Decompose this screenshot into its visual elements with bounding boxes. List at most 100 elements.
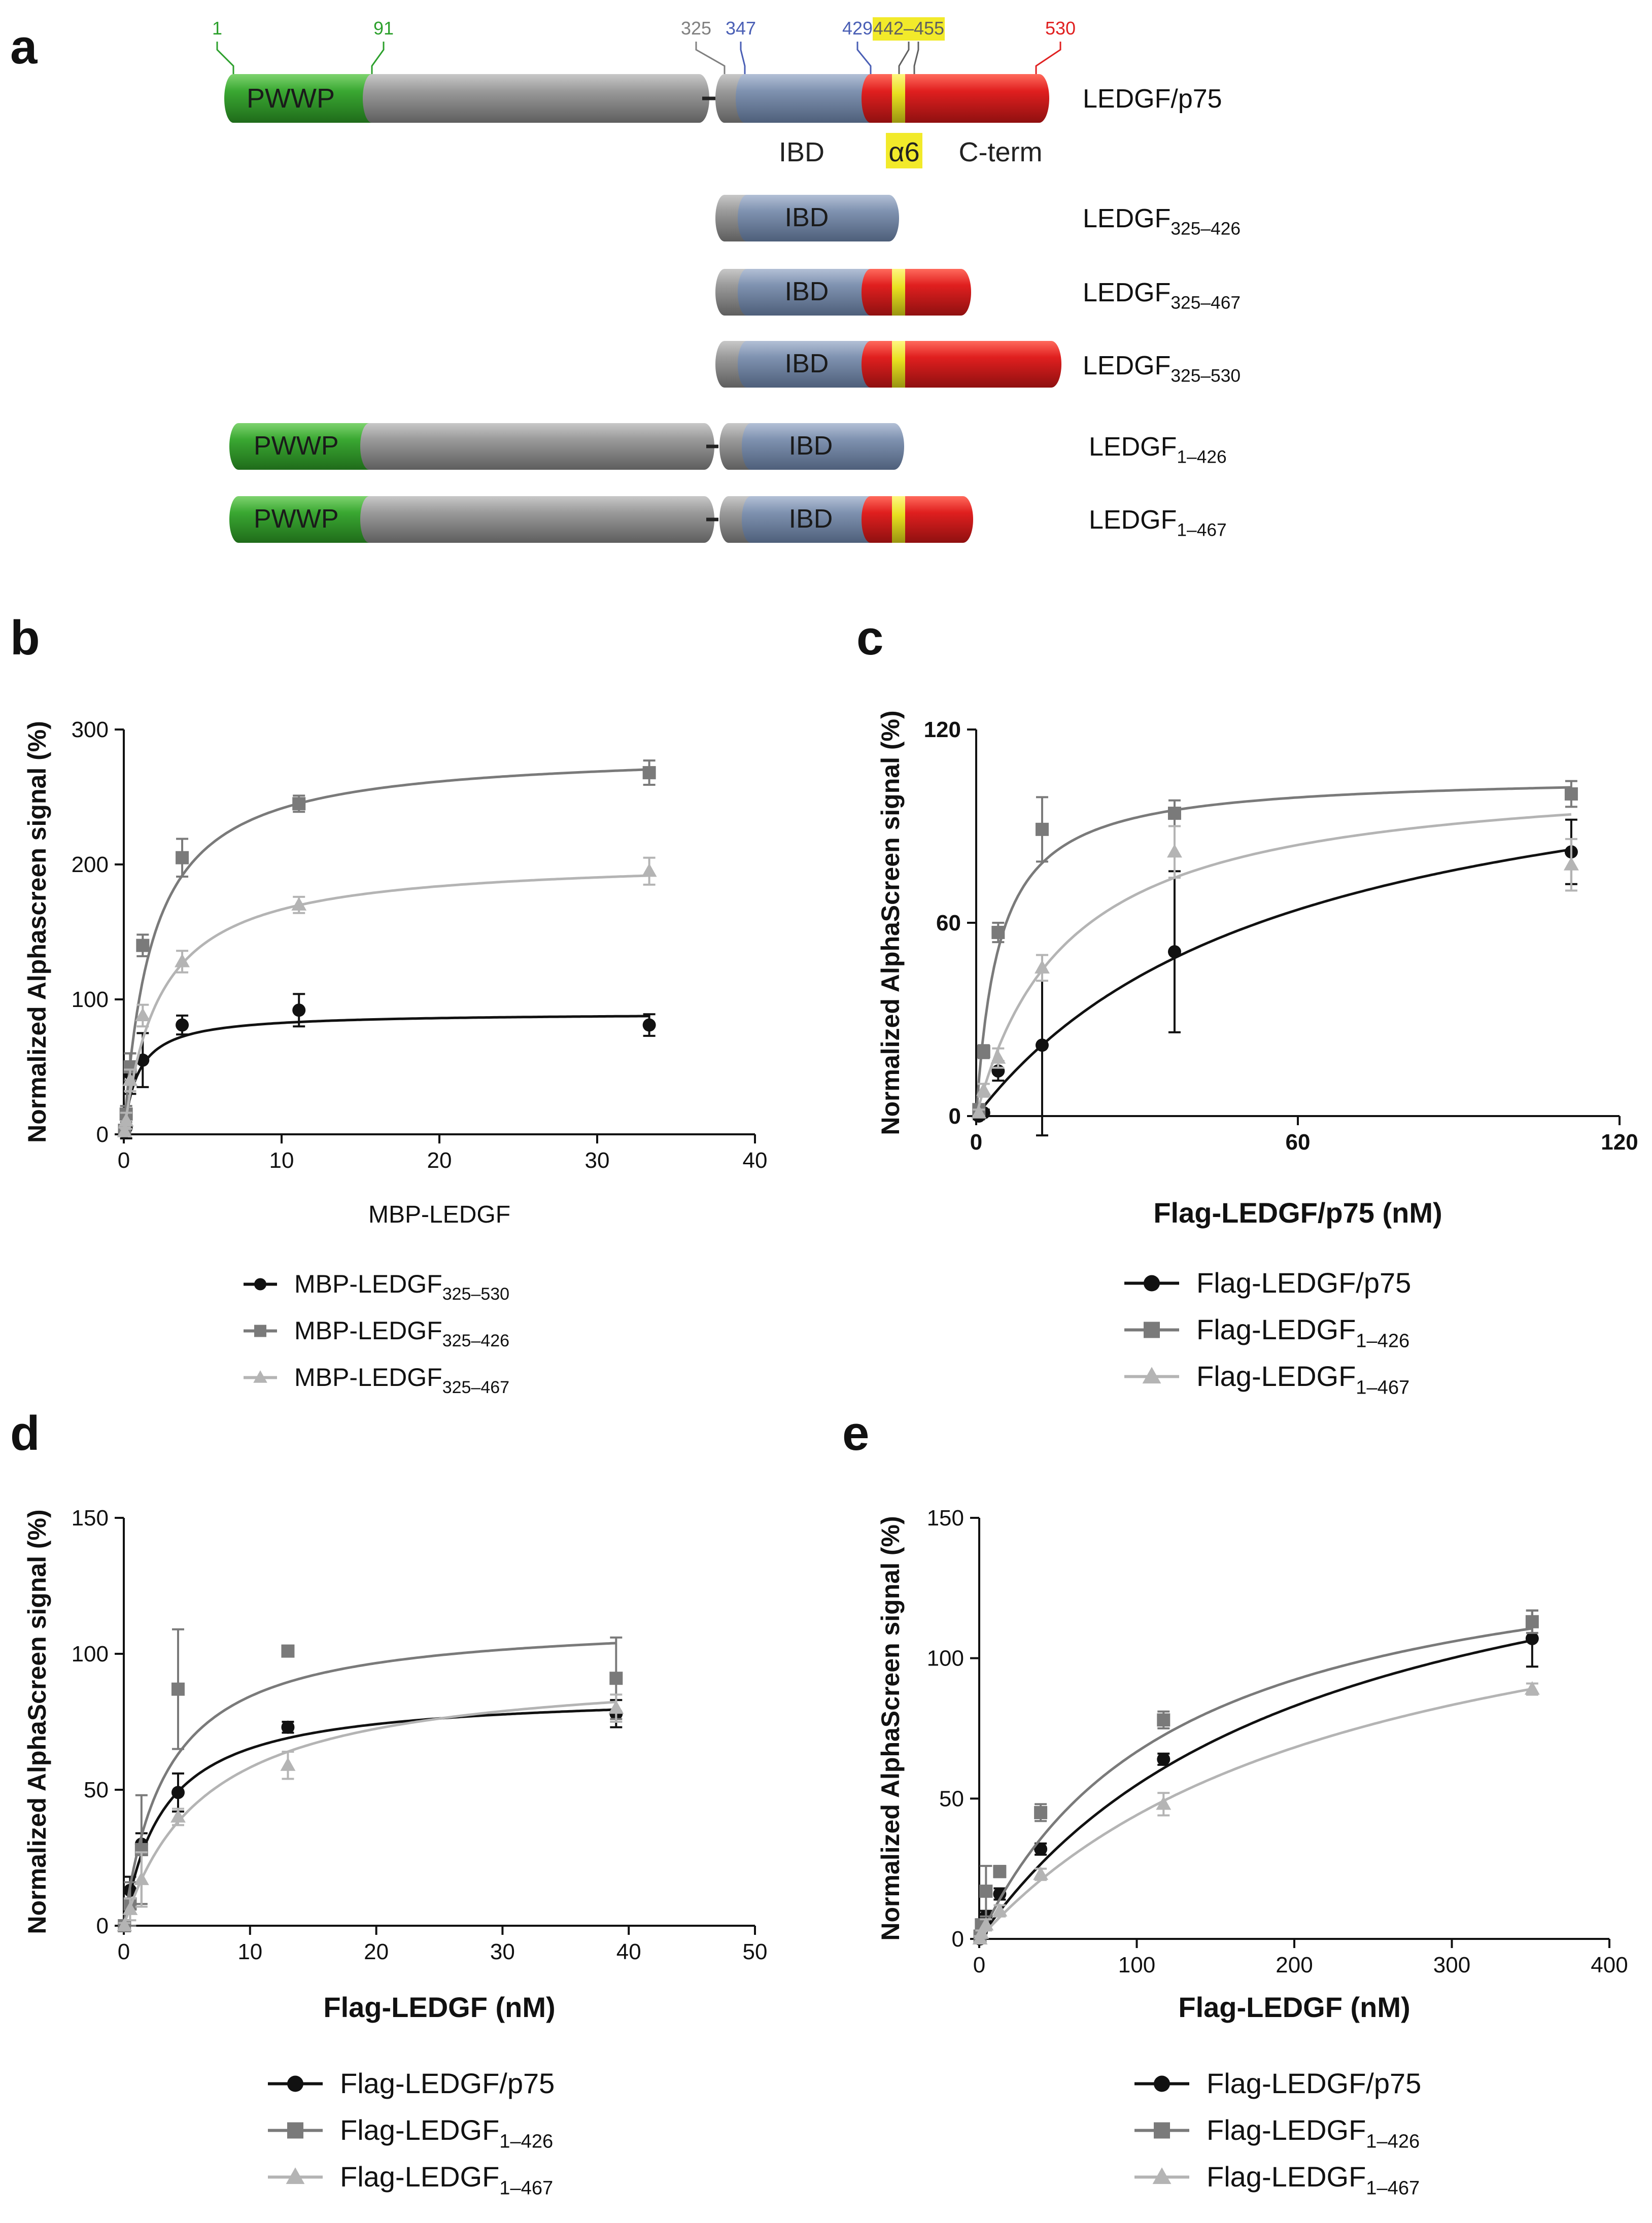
marker-tick [856, 42, 872, 74]
alpha6-segment [892, 74, 905, 123]
panel-c-chart: c 0 60 120 0 60 120 Flag-LEDGF/p75 (nM) Normaliz… [856, 611, 1638, 1399]
data-point [1034, 1806, 1048, 1819]
data-point [977, 1045, 990, 1058]
legend-marker [1144, 1275, 1160, 1292]
y-tick-label: 150 [927, 1506, 964, 1531]
series-0: MBP-LEDGF325–530 [118, 993, 656, 1304]
data-point [1167, 844, 1182, 858]
x-tick-label: 50 [743, 1939, 768, 1964]
legend-marker [287, 2122, 303, 2139]
data-point [642, 766, 656, 780]
data-point [979, 1884, 993, 1898]
x-tick-label: 0 [973, 1953, 985, 1977]
pwwp-segment [229, 496, 369, 543]
data-point [608, 1700, 624, 1714]
panel-label: d [10, 1406, 40, 1461]
residue-markers: 1 91 325 347 429 442–455 530 [212, 17, 1076, 74]
fit-curve [122, 1708, 616, 1926]
y-tick-label: 100 [72, 987, 109, 1012]
data-point [135, 1008, 151, 1021]
cterm-segment [862, 269, 971, 316]
x-tick-label: 40 [743, 1148, 768, 1173]
linker-segment [360, 496, 714, 543]
marker-number: 429 [842, 18, 873, 39]
y-tick-label: 50 [939, 1786, 964, 1811]
y-tick-label: 300 [72, 717, 109, 742]
construct-name: LEDGF325–467 [1083, 278, 1241, 313]
ibd-segment [742, 423, 904, 470]
y-tick-label: 0 [952, 1927, 964, 1952]
marker-tick [898, 42, 910, 74]
panel-a-label: a [10, 20, 38, 74]
series-2: Flag-LEDGF1–467 [117, 1693, 624, 2199]
data-point [176, 851, 189, 864]
y-tick-label: 200 [72, 852, 109, 877]
construct-row: PWWP IBD [229, 423, 904, 470]
ibd-domain-label: IBD [779, 137, 824, 167]
legend-label: Flag-LEDGF/p75 [1196, 1267, 1411, 1299]
data-point [122, 1072, 138, 1086]
legend-marker [253, 1370, 267, 1383]
marker-number: 530 [1045, 18, 1076, 39]
panel-label: e [842, 1406, 869, 1461]
marker-tick [740, 42, 746, 74]
ibd-label: IBD [789, 431, 833, 461]
x-axis-title: MBP-LEDGF [368, 1201, 510, 1228]
legend-label: Flag-LEDGF1–467 [340, 2161, 553, 2199]
construct-name: LEDGF1–467 [1089, 505, 1227, 540]
y-tick-label: 150 [72, 1506, 109, 1531]
data-point [171, 1786, 185, 1799]
data-point [281, 1644, 295, 1658]
fit-curve [975, 813, 1572, 1117]
data-point [1156, 1796, 1172, 1810]
ibd-segment [738, 269, 871, 316]
cterm-segment [862, 496, 973, 543]
ibd-segment [742, 496, 871, 543]
data-point [1525, 1615, 1539, 1628]
y-tick-label: 0 [949, 1104, 961, 1129]
data-point [170, 1809, 186, 1823]
construct-row: PWWP IBD [229, 496, 973, 543]
legend-marker [254, 1278, 266, 1291]
fit-curve [122, 1700, 616, 1926]
data-point [1167, 945, 1181, 959]
ibd-label: IBD [785, 277, 829, 306]
series-2: Flag-LEDGF1–467 [972, 1681, 1540, 2199]
pwwp-label: PWWP [254, 504, 339, 534]
data-point [974, 1925, 989, 1939]
construct-name: LEDGF325–426 [1083, 204, 1241, 239]
data-point [292, 797, 306, 811]
y-tick-label: 100 [927, 1646, 964, 1671]
marker-number: 325 [681, 18, 711, 39]
data-point [641, 863, 657, 877]
data-point [642, 1018, 656, 1032]
x-tick-label: 40 [616, 1939, 641, 1964]
data-point [122, 1901, 138, 1915]
legend-label: Flag-LEDGF1–426 [1196, 1313, 1409, 1352]
alpha6-segment [892, 496, 905, 543]
data-point [1035, 960, 1050, 974]
panel-d-chart: d 0 50 100 150 0 10 20 30 40 50 Flag-LEDGF (nM) Norm… [10, 1406, 767, 2199]
x-tick-label: 30 [585, 1148, 610, 1173]
data-point [117, 1124, 132, 1137]
marker-number: 91 [373, 18, 394, 39]
data-point [1157, 1713, 1171, 1727]
data-point [280, 1757, 296, 1771]
x-tick-label: 60 [1286, 1130, 1311, 1155]
ledgf-p75-bar: PWWP [224, 74, 1049, 123]
legend-label: Flag-LEDGF1–467 [1196, 1360, 1409, 1399]
data-point [1035, 1038, 1049, 1052]
data-point [1157, 1752, 1171, 1766]
data-point [133, 1871, 149, 1885]
legend-label: Flag-LEDGF/p75 [340, 2067, 555, 2099]
y-axis-title: Normalized AlphaScreen signal (%) [23, 1509, 51, 1934]
panel-a-domain-diagram: a 1 91 325 347 429 442–455 530 PWWP IBD α6 C-t… [10, 17, 1241, 543]
data-point [1525, 1631, 1539, 1645]
y-axis-title: Normalized AlphaScreen signal (%) [876, 710, 905, 1135]
panel-e-chart: e 0 50 100 150 0 100 200 300 400 Flag-LEDGF (nM) No… [842, 1406, 1628, 2199]
legend-marker [1154, 2122, 1170, 2139]
x-axis-title: Flag-LEDGF/p75 (nM) [1153, 1197, 1442, 1229]
x-tick-label: 200 [1276, 1953, 1313, 1977]
construct-row: IBD [715, 195, 899, 241]
alpha6-segment [892, 269, 905, 316]
